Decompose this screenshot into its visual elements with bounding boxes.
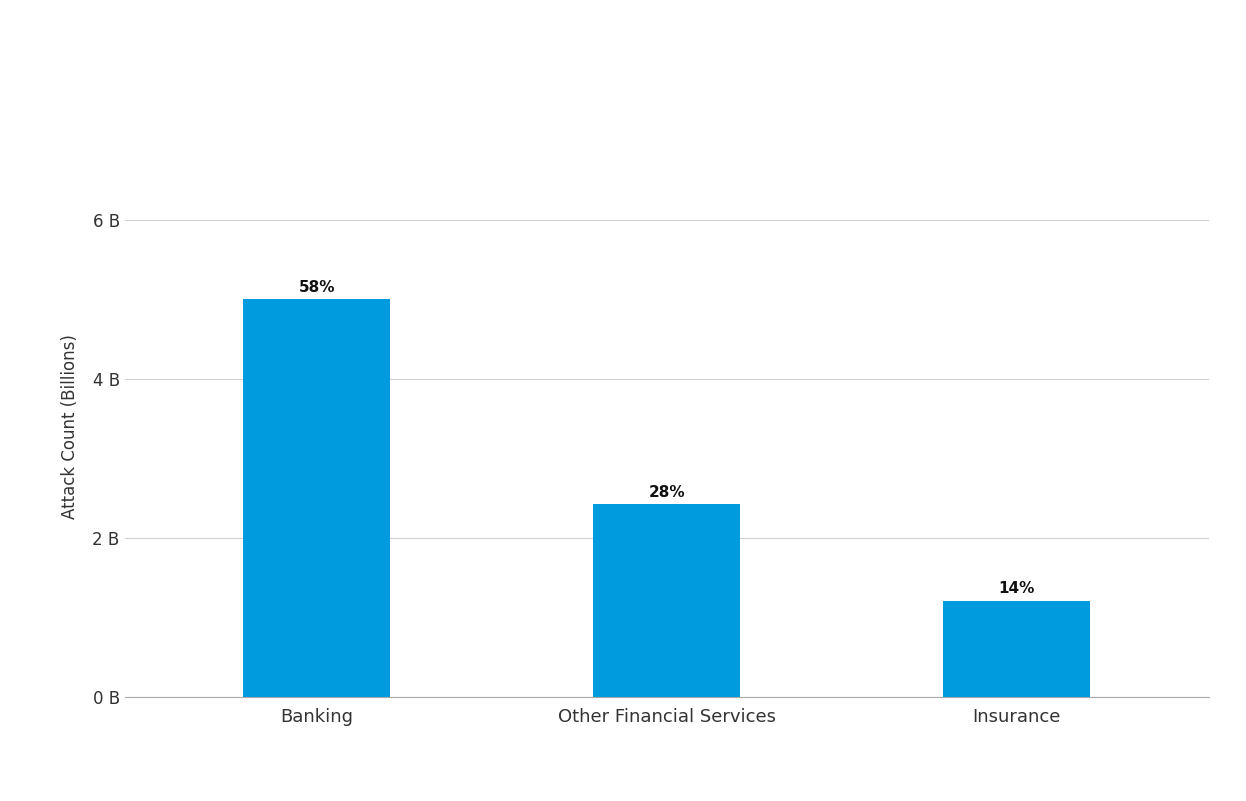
Text: 14%: 14% <box>998 581 1034 596</box>
Bar <box>943 601 1090 697</box>
Text: Akamai: Akamai <box>1130 55 1230 79</box>
Bar <box>593 505 740 697</box>
Y-axis label: Attack Count (Billions): Attack Count (Billions) <box>61 334 78 519</box>
Text: 28%: 28% <box>648 485 685 500</box>
Text: Top Web App & API Attack Sub-Verticals: Financial Services: Top Web App & API Attack Sub-Verticals: … <box>27 32 1003 60</box>
Text: 58%: 58% <box>299 280 335 295</box>
Bar <box>243 300 390 697</box>
Text: January 1, 2022 — June 30, 2023: January 1, 2022 — June 30, 2023 <box>27 88 324 106</box>
